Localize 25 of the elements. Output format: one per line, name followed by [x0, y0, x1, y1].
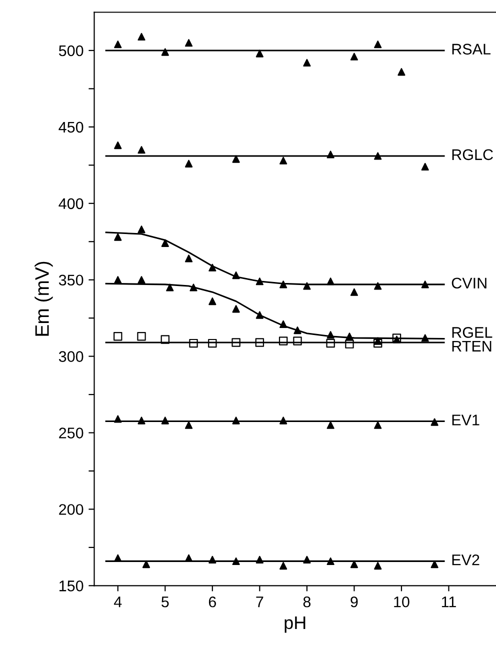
series-label: EV1 — [452, 414, 480, 426]
x-tick-label: 8 — [303, 596, 311, 608]
y-tick-label: 500 — [58, 45, 84, 56]
y-tick-label: 350 — [58, 274, 84, 286]
y-tick-label: 300 — [58, 351, 84, 362]
y-axis-title: Em (mV) — [34, 262, 53, 336]
y-tick-label: 450 — [58, 122, 84, 133]
y-tick-label: 200 — [59, 504, 84, 515]
series-label: RGLC — [452, 149, 493, 160]
y-tick-label: 150 — [60, 580, 84, 592]
x-tick-label: 7 — [256, 596, 264, 608]
x-tick-label: 5 — [162, 596, 169, 608]
series-label: RTEN — [452, 340, 492, 352]
series-label: EV2 — [452, 554, 480, 566]
series-label: CVIN — [452, 278, 486, 289]
series-label: RGEL — [452, 327, 492, 338]
x-tick-label: 11 — [442, 596, 456, 608]
y-tick-label: 400 — [58, 198, 84, 210]
y-tick-label: 250 — [59, 428, 84, 438]
x-tick-label: 10 — [394, 596, 410, 608]
series-label: RSAL — [452, 44, 490, 55]
x-tick-label: 4 — [114, 596, 122, 608]
x-tick-label: 6 — [208, 596, 216, 608]
x-axis-title: pH — [284, 616, 306, 633]
x-tick-label: 9 — [350, 596, 358, 608]
